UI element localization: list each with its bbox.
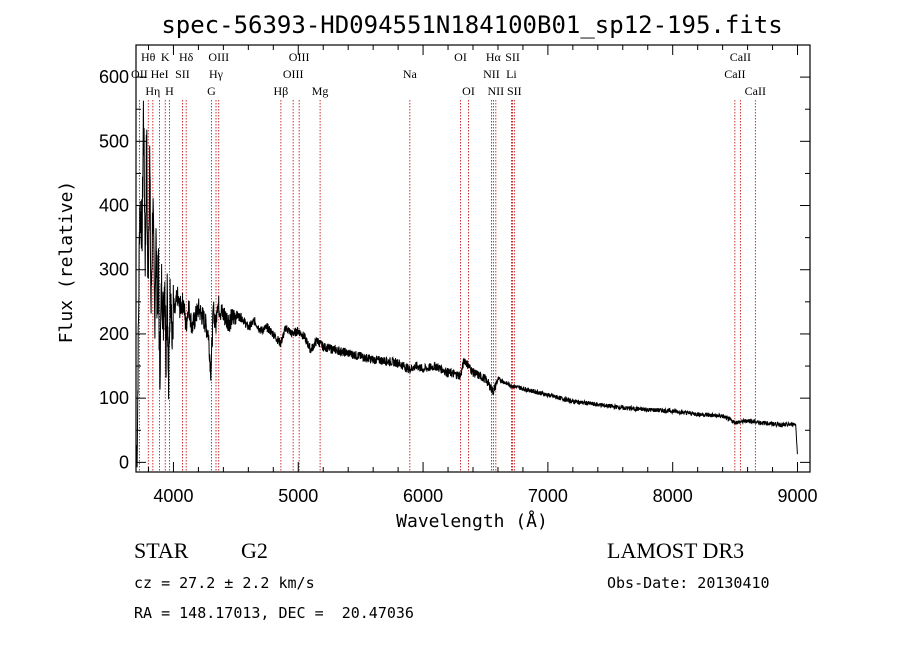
x-tick-label: 7000 <box>528 486 568 506</box>
line-label: H <box>165 84 174 98</box>
line-label: Na <box>403 67 418 81</box>
y-axis-label: Flux (relative) <box>56 181 77 344</box>
line-label: Hδ <box>179 50 194 64</box>
y-tick-label: 200 <box>99 324 129 344</box>
y-tick-label: 300 <box>99 260 129 280</box>
x-tick-label: 4000 <box>153 486 193 506</box>
spectral-line-markers: OIIHθHηHeIKHSIIHδGHγOIIIHβOIIIOIIIMgNaOI… <box>131 50 766 472</box>
line-label: Li <box>506 67 517 81</box>
x-axis-label: Wavelength (Å) <box>396 510 548 532</box>
line-label: SII <box>505 50 520 64</box>
line-label: Hθ <box>141 50 156 64</box>
y-tick-label: 400 <box>99 196 129 216</box>
line-label: Hη <box>145 84 160 98</box>
y-axis: 0 100 200 300 400 500 600 <box>99 44 810 472</box>
line-label: Mg <box>312 84 329 98</box>
line-label: CaII <box>745 84 766 98</box>
chart-title: spec-56393-HD094551N184100B01_sp12-195.f… <box>161 11 782 39</box>
line-label: Hα <box>486 50 502 64</box>
line-label: CaII <box>730 50 751 64</box>
line-label: OI <box>454 50 467 64</box>
y-tick-label: 100 <box>99 388 129 408</box>
line-label: OII <box>131 67 148 81</box>
line-label: CaII <box>724 67 745 81</box>
line-label: Hβ <box>274 84 289 98</box>
spectrum-line <box>135 100 798 468</box>
survey-name: LAMOST DR3 <box>607 538 745 563</box>
line-label: NII <box>483 67 500 81</box>
line-label: NII <box>488 84 505 98</box>
line-label: OIII <box>208 50 229 64</box>
line-label: SII <box>175 67 190 81</box>
plot-frame <box>135 44 811 473</box>
x-tick-label: 5000 <box>278 486 318 506</box>
line-label: OIII <box>283 67 304 81</box>
coordinates: RA = 148.17013, DEC = 20.47036 <box>134 604 414 622</box>
subclass: G2 <box>241 538 268 563</box>
spectrum-layer <box>135 100 798 468</box>
y-tick-label: 0 <box>119 452 129 472</box>
x-tick-label: 9000 <box>777 486 817 506</box>
line-label: G <box>207 84 216 98</box>
x-tick-label: 6000 <box>403 486 443 506</box>
line-label: OI <box>462 84 475 98</box>
x-axis: 4000 5000 6000 7000 8000 9000 <box>147 45 818 506</box>
line-label: K <box>161 50 170 64</box>
y-tick-label: 500 <box>99 131 129 151</box>
line-label: Hγ <box>209 67 224 81</box>
object-class: STAR <box>134 538 189 563</box>
line-label: SII <box>507 84 522 98</box>
line-label: OIII <box>289 50 310 64</box>
line-label: HeI <box>151 67 169 81</box>
obs-date: Obs-Date: 20130410 <box>607 574 770 592</box>
y-tick-label: 600 <box>99 67 129 87</box>
x-tick-label: 8000 <box>653 486 693 506</box>
redshift-text: cz = 27.2 ± 2.2 km/s <box>134 574 315 592</box>
